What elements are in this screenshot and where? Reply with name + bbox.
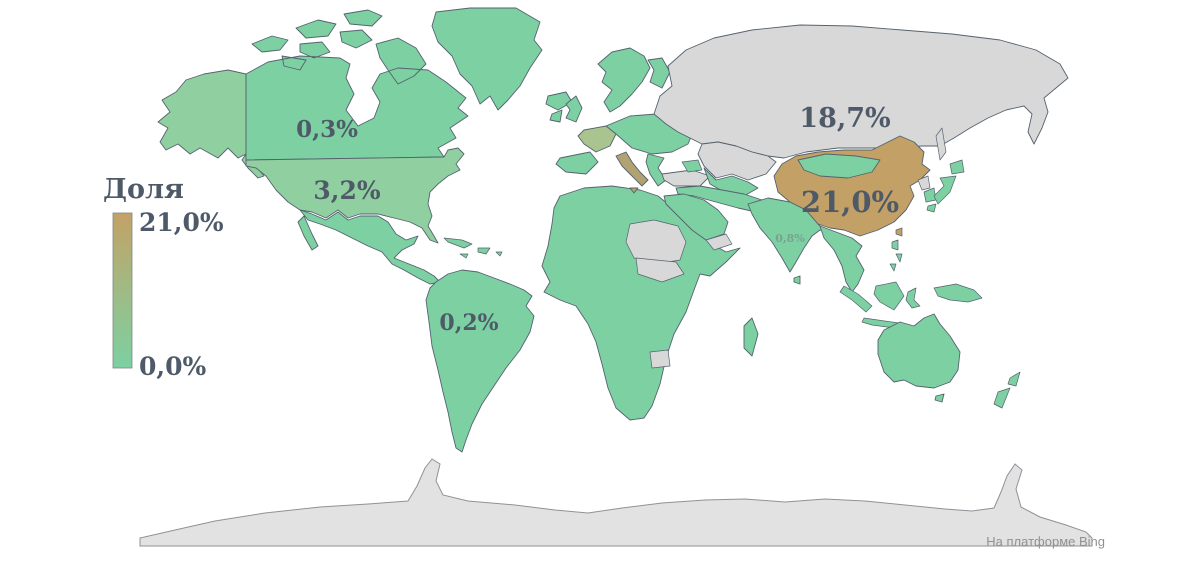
country-new-zealand[interactable]: [993, 371, 1021, 409]
label-india: 0,8%: [775, 232, 805, 245]
country-canada[interactable]: [245, 9, 469, 161]
country-iceland[interactable]: [545, 91, 573, 111]
country-finland[interactable]: [647, 57, 671, 89]
country-iberia[interactable]: [555, 151, 599, 175]
country-antarctica[interactable]: [139, 458, 1093, 547]
label-russia: 18,7%: [799, 103, 890, 134]
country-philippines[interactable]: [889, 239, 903, 272]
bing-attribution: На платформе Bing: [986, 534, 1105, 549]
country-labels: 0,3% 3,2% 18,7% 21,0% 0,2% 0,8%: [296, 103, 899, 336]
country-uk[interactable]: [565, 95, 583, 123]
country-usa[interactable]: [245, 147, 465, 244]
legend-title: Доля: [103, 174, 184, 205]
country-south-america[interactable]: [425, 269, 535, 453]
country-mongolia[interactable]: [797, 153, 881, 179]
country-kazakhstan[interactable]: [697, 141, 777, 181]
legend-min-label: 0,0%: [139, 352, 206, 381]
caribbean-islands[interactable]: [443, 237, 503, 259]
legend-max-label: 21,0%: [139, 208, 224, 237]
region-indochina[interactable]: [819, 225, 865, 293]
country-greenland[interactable]: [431, 7, 543, 111]
label-usa: 3,2%: [313, 176, 380, 205]
legend: Доля 21,0% 0,0%: [103, 174, 224, 381]
country-north-korea[interactable]: [917, 175, 931, 191]
country-scandinavia[interactable]: [597, 47, 651, 113]
country-balkans-greece[interactable]: [645, 153, 667, 187]
country-mexico-central-america[interactable]: [297, 209, 441, 285]
country-south-korea[interactable]: [923, 187, 937, 203]
country-japan[interactable]: [926, 159, 965, 213]
country-botswana[interactable]: [649, 349, 671, 369]
region-central-asia[interactable]: [703, 167, 759, 197]
legend-gradient-bar: [112, 212, 133, 369]
country-yemen[interactable]: [705, 233, 733, 251]
country-saudi-arabia[interactable]: [663, 193, 729, 241]
region-chad-sudan-gray[interactable]: [625, 219, 687, 265]
country-ireland[interactable]: [549, 109, 563, 123]
region-sakhalin[interactable]: [935, 127, 947, 161]
country-france[interactable]: [577, 125, 617, 153]
country-madagascar[interactable]: [743, 317, 759, 357]
region-csudan-car-gray[interactable]: [635, 257, 685, 283]
region-caucasus[interactable]: [681, 159, 703, 173]
country-indonesia[interactable]: [839, 281, 983, 330]
country-taiwan[interactable]: [895, 227, 903, 237]
country-turkey[interactable]: [661, 169, 711, 187]
label-china: 21,0%: [801, 185, 899, 219]
country-italy[interactable]: [615, 151, 649, 194]
label-brazil: 0,2%: [439, 310, 498, 336]
country-australia[interactable]: [877, 313, 961, 403]
label-canada: 0,3%: [296, 116, 358, 143]
country-russia[interactable]: [653, 24, 1069, 159]
